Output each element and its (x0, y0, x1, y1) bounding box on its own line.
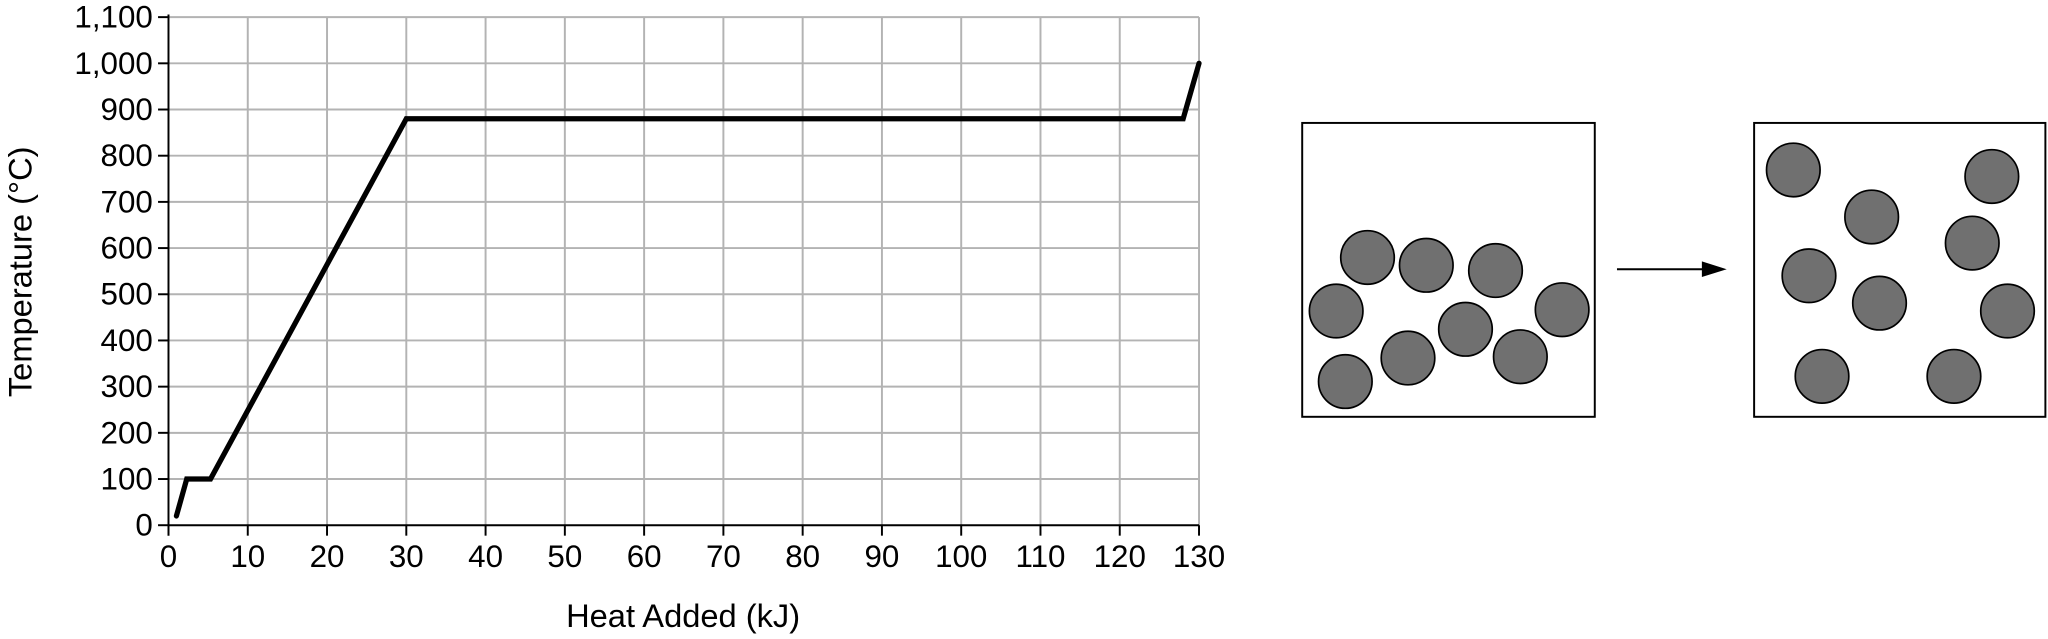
y-tick-label: 800 (101, 138, 153, 173)
y-tick-label: 100 (101, 461, 153, 496)
x-tick-label: 60 (627, 539, 662, 574)
y-tick-label: 200 (101, 415, 153, 450)
particle (1317, 353, 1373, 410)
particle (1534, 282, 1590, 338)
particle (1844, 189, 1900, 245)
x-tick-label: 120 (1094, 539, 1146, 574)
y-tick-label: 700 (101, 184, 153, 219)
x-tick-label: 110 (1016, 539, 1066, 574)
particle (1398, 237, 1454, 293)
particle (1794, 348, 1850, 404)
temperature-heat-chart: 0 10 20 30 40 50 60 70 80 90 100 110 120 130 0 100 200 30… (74, 0, 1225, 574)
x-tick-label: 10 (230, 539, 265, 574)
particle (1467, 242, 1524, 299)
particle (1437, 301, 1494, 357)
after-container-box (1753, 121, 2047, 418)
x-tick-label: 100 (935, 539, 987, 574)
before-particles (1308, 229, 1590, 410)
particle (1492, 329, 1548, 385)
after-particles (1765, 142, 2036, 404)
particle (1851, 275, 1908, 331)
y-axis-title: Temperature (°C) (1, 146, 38, 397)
y-tick-label: 500 (101, 277, 153, 312)
x-tick-label: 70 (706, 539, 741, 574)
particle (1964, 148, 2020, 205)
y-tick-label: 0 (135, 508, 152, 543)
particle (1308, 283, 1364, 339)
x-tick-label: 40 (468, 539, 503, 574)
y-tick-label: 1,100 (74, 0, 152, 35)
particle (1979, 283, 2036, 339)
x-tick-label: 30 (389, 539, 424, 574)
particle (1765, 142, 1821, 198)
x-tick-label: 130 (1173, 539, 1225, 574)
x-tick-label: 80 (785, 539, 820, 574)
x-axis-title: Heat Added (kJ) (566, 597, 800, 634)
particle (1781, 248, 1837, 304)
x-tick-label: 0 (160, 539, 177, 574)
before-container-box (1301, 121, 1596, 418)
y-tick-label: 400 (101, 323, 153, 358)
x-tick-label: 50 (547, 539, 582, 574)
y-tick-label: 900 (101, 92, 153, 127)
particle (1926, 348, 1982, 404)
x-tick-label: 90 (865, 539, 900, 574)
particle (1339, 229, 1396, 286)
x-tick-label: 20 (310, 539, 345, 574)
right-arrow-icon (1616, 261, 1727, 278)
y-tick-label: 1,000 (74, 46, 152, 81)
y-tick-label: 600 (101, 231, 153, 266)
particle (1944, 215, 2000, 271)
y-tick-label: 300 (101, 369, 153, 404)
heating-curve-line (173, 60, 1202, 519)
particle (1380, 330, 1436, 386)
